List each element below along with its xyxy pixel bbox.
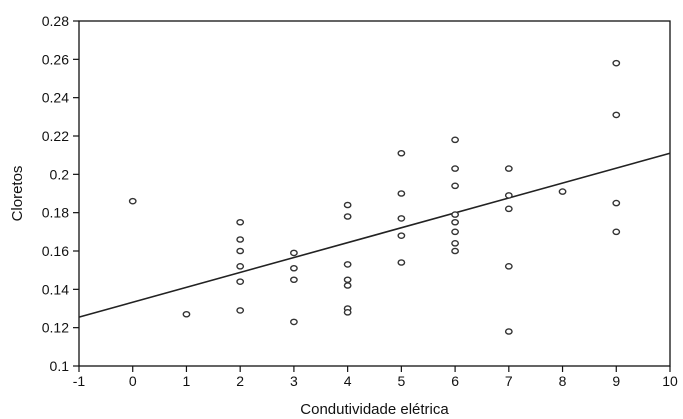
data-point [558,188,567,195]
data-point [451,165,459,172]
x-tick-label: 8 [559,373,567,389]
y-tick-label: 0.28 [42,13,69,29]
y-tick-label: 0.1 [50,358,70,374]
data-point [397,149,406,157]
data-point [128,197,137,205]
data-point [182,310,191,318]
x-tick-label: 10 [662,373,678,389]
x-axis-label: Condutividade elétrica [300,401,449,418]
y-axis-label: Cloretos [9,166,26,222]
data-point [343,282,352,289]
y-tick-label: 0.18 [42,205,69,221]
data-point [451,240,459,247]
data-point [451,136,459,144]
x-tick-label: 9 [612,373,620,389]
data-point [343,213,352,220]
data-point [343,201,352,209]
x-tick-label: 1 [183,373,191,389]
plot-area-frame [78,20,671,367]
data-point [612,59,621,67]
data-point [236,247,245,255]
data-point [504,205,513,213]
x-axis-ticks: -1 0 1 2 3 4 5 6 7 8 9 10 [73,366,678,389]
data-point [236,278,245,285]
data-point [290,318,298,326]
y-axis-ticks: 0.1 0.12 0.14 0.16 0.18 0.2 0.22 0.24 0.26 0.28 [42,13,79,374]
y-tick-label: 0.26 [42,51,69,67]
data-point [397,232,406,239]
y-tick-label: 0.24 [42,90,69,106]
plot-border [78,20,671,367]
data-point [343,309,352,316]
data-point [504,192,513,199]
x-tick-label: 2 [236,373,244,389]
data-point [397,190,406,197]
data-point [612,228,621,236]
data-point [451,218,459,226]
x-tick-label: 6 [451,373,459,389]
x-tick-label: 7 [505,373,513,389]
data-point [236,236,245,243]
data-point [290,276,298,284]
y-tick-label: 0.12 [42,320,69,336]
data-point [397,215,406,222]
y-tick-label: 0.16 [42,243,69,259]
y-tick-label: 0.2 [50,166,70,182]
data-point [397,259,406,266]
x-tick-label: 0 [129,373,137,389]
data-point [290,249,298,257]
x-tick-label: 5 [397,373,405,389]
data-point [236,218,245,226]
data-point [236,263,245,270]
y-tick-label: 0.14 [42,281,69,297]
data-point [504,165,513,172]
data-point [612,111,621,119]
data-point [504,263,513,270]
data-point [290,264,298,272]
regression-line-group [78,152,671,318]
data-point [612,199,621,207]
y-tick-label: 0.22 [42,128,69,144]
regression-line [78,152,671,318]
x-tick-label: -1 [73,373,86,389]
data-point [236,307,245,314]
data-point [451,247,459,255]
data-point [343,276,352,284]
x-tick-label: 3 [290,373,298,389]
data-point [451,211,459,218]
x-tick-label: 4 [344,373,352,389]
data-point [451,182,459,190]
data-point [504,328,513,335]
data-points [128,59,621,335]
data-point [343,261,352,268]
data-point [451,228,459,236]
